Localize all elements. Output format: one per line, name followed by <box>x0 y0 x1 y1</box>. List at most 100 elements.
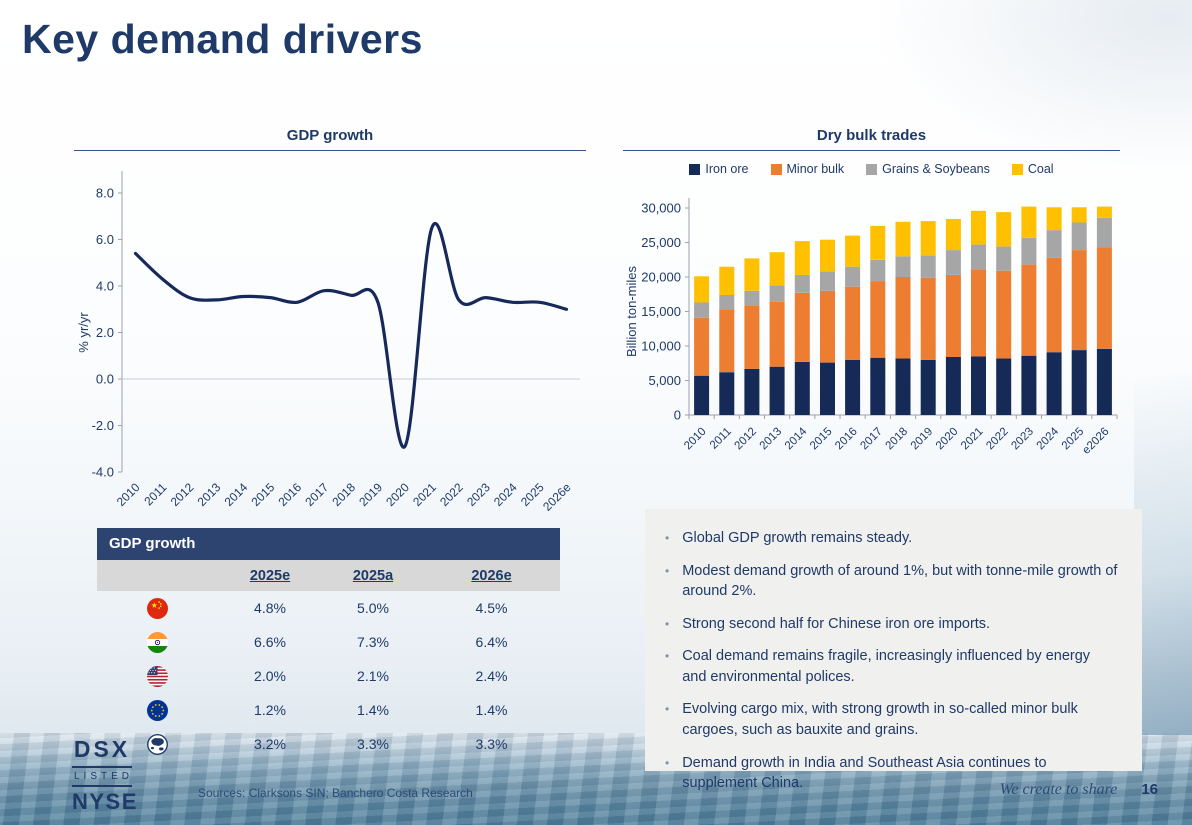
dry-bulk-chart-panel: Dry bulk trades Iron ore Minor bulk Grains… <box>623 127 1120 465</box>
bar-segment-grains-soybeans <box>945 250 961 275</box>
bar-segment-coal <box>694 276 710 303</box>
bar-segment-grains-soybeans <box>1071 222 1087 251</box>
bar-segment-grains-soybeans <box>769 285 785 302</box>
china-2025a: 5.0% <box>357 600 389 616</box>
bar-segment-iron-ore <box>945 357 961 415</box>
y-axis-tick-label: -4.0 <box>92 465 114 480</box>
usa-2026e: 2.4% <box>475 668 508 684</box>
x-axis-tick-label: 2022 <box>984 426 1011 453</box>
bar-segment-grains-soybeans <box>744 290 760 306</box>
legend-swatch <box>689 163 701 175</box>
bar-segment-coal <box>1096 206 1112 218</box>
y-axis-tick-label: 0 <box>674 408 681 423</box>
bar-segment-minor-bulk <box>920 277 936 360</box>
y-axis-tick-label: 30,000 <box>641 201 681 216</box>
china-flag-icon <box>97 597 217 619</box>
x-axis-tick-label: 2014 <box>222 480 251 509</box>
x-axis-tick-label: 2026e <box>540 480 574 514</box>
india-2026e: 6.4% <box>475 634 508 650</box>
bar-segment-grains-soybeans <box>996 246 1012 271</box>
eu-2025e: 1.2% <box>254 702 286 718</box>
gdp-chart-title-underline <box>74 150 586 151</box>
bar-segment-minor-bulk <box>694 317 710 376</box>
bar-segment-minor-bulk <box>1046 257 1062 353</box>
gdp-growth-line <box>133 222 569 449</box>
usa-flag-icon <box>97 665 217 687</box>
bar-segment-grains-soybeans <box>845 266 861 287</box>
legend-swatch <box>866 163 878 175</box>
usa-2025e: 2.0% <box>254 668 286 684</box>
footer-right: We create to share 16 <box>1000 781 1158 799</box>
x-axis-tick-label: 2015 <box>808 426 835 453</box>
bar-segment-coal <box>870 225 886 260</box>
key-points-list: • Global GDP growth remains steady. • Mode… <box>665 528 1118 794</box>
bar-segment-coal <box>845 235 861 267</box>
column-header-2026e: 2026e <box>471 567 512 584</box>
eu-2025a: 1.4% <box>357 702 389 718</box>
bar-segment-minor-bulk <box>945 274 961 357</box>
y-axis-tick-label: 8.0 <box>96 186 114 201</box>
logo-dsx-text: DSX <box>72 736 132 768</box>
y-axis-tick-label: 4.0 <box>96 279 114 294</box>
bar-segment-grains-soybeans <box>1021 237 1037 265</box>
gdp-chart-title: GDP growth <box>286 127 374 144</box>
bar-segment-grains-soybeans <box>895 256 911 277</box>
sources-note: Sources: Clarksons SIN; Banchero Costa R… <box>198 786 473 800</box>
table-row-india: 6.6% 7.3% 6.4% <box>97 625 560 659</box>
x-axis-tick-label: 2024 <box>491 480 520 509</box>
table-header: GDP growth <box>97 528 560 560</box>
bar-segment-iron-ore <box>1046 352 1062 415</box>
ocean-background-right-edge <box>1134 375 1192 735</box>
x-axis-tick-label: 2011 <box>708 426 734 452</box>
bullet-item: • Demand growth in India and Southeast As… <box>665 753 1118 794</box>
bar-segment-minor-bulk <box>996 270 1012 359</box>
bar-segment-minor-bulk <box>719 309 735 373</box>
bar-segment-minor-bulk <box>744 305 760 369</box>
page-title: Key demand drivers <box>22 16 423 62</box>
bar-segment-grains-soybeans <box>1096 217 1112 248</box>
legend-label: Iron ore <box>705 162 749 176</box>
x-axis-tick-label: 2024 <box>1035 425 1062 452</box>
bar-segment-iron-ore <box>1021 355 1037 415</box>
bar-segment-coal <box>996 212 1012 247</box>
bullet-item: • Modest demand growth of around 1%, but … <box>665 561 1118 602</box>
world-globe-icon <box>97 733 217 755</box>
gdp-growth-line-chart: 8.06.04.02.00.0-2.0-4.0% yr/yr2010201120… <box>76 171 580 514</box>
bar-segment-coal <box>920 221 936 256</box>
bar-segment-iron-ore <box>694 375 710 415</box>
bar-segment-coal <box>1071 207 1087 223</box>
bar-segment-iron-ore <box>845 359 861 415</box>
x-axis-tick-label: 2022 <box>437 480 466 509</box>
legend-item-grains-soybeans: Grains & Soybeans <box>866 162 990 176</box>
table-row-united-states: 2.0% 2.1% 2.4% <box>97 659 560 693</box>
bar-segment-iron-ore <box>1096 348 1112 415</box>
bar-segment-coal <box>744 258 760 291</box>
bar-segment-coal <box>1046 207 1062 231</box>
column-header-2025a: 2025a <box>352 567 394 584</box>
bar-segment-minor-bulk <box>769 301 785 367</box>
bar-segment-iron-ore <box>971 356 986 415</box>
x-axis-tick-label: 2010 <box>114 480 143 509</box>
logo-nyse-text: NYSE <box>72 789 138 814</box>
bar-segment-iron-ore <box>1071 350 1087 415</box>
bar-segment-grains-soybeans <box>794 274 810 293</box>
x-axis-tick-label: 2020 <box>383 480 412 509</box>
china-2026e: 4.5% <box>475 600 508 616</box>
world-2025a: 3.3% <box>357 736 389 752</box>
bullet-dot: • <box>665 531 670 545</box>
bullet-item: • Strong second half for Chinese iron ore… <box>665 614 1118 635</box>
gdp-growth-chart-panel: GDP growth 8.0 6.0 4.0 2.0 0.0 -2.0 -4.0 % yr/y… <box>74 127 586 525</box>
bar-segment-iron-ore <box>744 368 760 415</box>
bar-segment-minor-bulk <box>845 286 861 360</box>
legend-swatch <box>1011 163 1023 175</box>
bar-segment-minor-bulk <box>820 290 835 363</box>
bar-segment-minor-bulk <box>1071 250 1087 351</box>
bar-segment-grains-soybeans <box>870 259 886 282</box>
bar-segment-grains-soybeans <box>820 271 835 291</box>
x-axis-tick-label: 2018 <box>329 480 358 509</box>
x-axis-tick-label: 2019 <box>909 426 936 453</box>
legend-swatch <box>770 163 782 175</box>
bar-segment-iron-ore <box>920 359 936 415</box>
legend-item-minor-bulk: Minor bulk <box>770 162 844 176</box>
